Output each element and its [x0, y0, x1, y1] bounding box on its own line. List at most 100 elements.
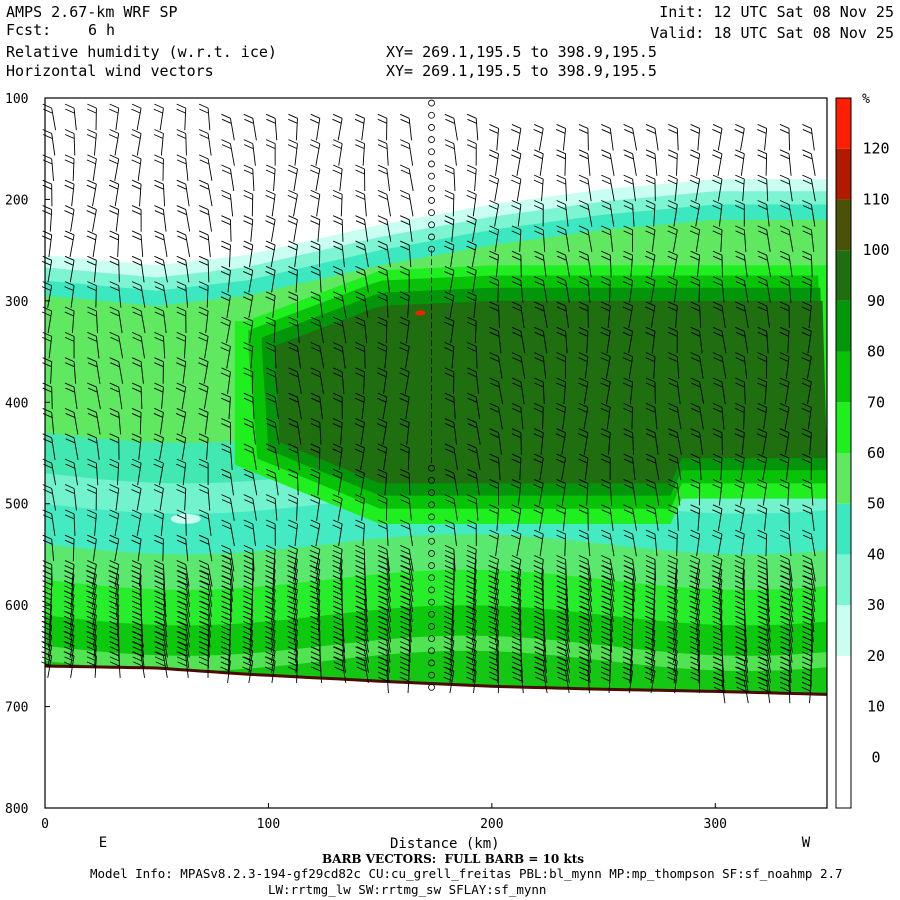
- wind-barb: [802, 529, 816, 557]
- wind-barb: [198, 230, 211, 257]
- wind-barb: [645, 174, 656, 202]
- wind-barb: [175, 408, 187, 435]
- wind-barb: [578, 149, 591, 176]
- wind-barb: [600, 666, 611, 694]
- wind-barb: [109, 458, 120, 486]
- wind-barb: [86, 230, 97, 257]
- wind-barb: [131, 641, 145, 668]
- wind-barb: [400, 585, 414, 612]
- wind-barb: [444, 392, 456, 420]
- wind-barb: [757, 250, 772, 278]
- wind-barb: [601, 225, 614, 252]
- wind-barb: [444, 494, 458, 521]
- wind-barb: [623, 504, 638, 531]
- wind-barb: [176, 205, 191, 232]
- wind-barb: [221, 494, 235, 521]
- wind-barb: [690, 250, 701, 278]
- wind-barb: [489, 326, 502, 354]
- wind-barb: [243, 443, 257, 471]
- wind-barb: [444, 266, 455, 293]
- wind-barb: [578, 402, 589, 430]
- y-tick-label: 500: [5, 498, 28, 513]
- wind-barb: [86, 154, 97, 181]
- wind-barb: [511, 352, 526, 379]
- wind-barb: [198, 580, 213, 607]
- wind-barb: [131, 103, 142, 131]
- wind-barb: [153, 382, 164, 410]
- wind-barb: [802, 575, 816, 602]
- wind-barb: [622, 666, 634, 694]
- wind-barb: [355, 615, 369, 643]
- wind-barb: [265, 367, 278, 394]
- wind-barb: [690, 301, 702, 328]
- wind-barb: [779, 529, 792, 557]
- colorbar-frame: [835, 97, 852, 809]
- calm-wind-marker: [428, 513, 435, 521]
- wind-barb: [198, 357, 209, 384]
- wind-barb: [734, 529, 745, 557]
- wind-barb: [489, 479, 500, 506]
- wind-barb: [756, 479, 768, 506]
- colorbar-tick-label: 120: [862, 140, 889, 158]
- wind-barb: [534, 646, 548, 673]
- wind-barb: [802, 225, 815, 252]
- wind-barb: [578, 250, 592, 278]
- wind-barb: [556, 326, 568, 354]
- y-tick-label: 200: [5, 193, 28, 208]
- wind-barb: [645, 124, 659, 151]
- wind-barb: [578, 666, 590, 694]
- wind-barb: [265, 139, 276, 166]
- x-tick-label: 200: [480, 817, 503, 832]
- wind-barb: [176, 534, 189, 562]
- wind-barb: [400, 189, 414, 217]
- wind-barb: [41, 281, 53, 308]
- wind-barb: [466, 240, 477, 268]
- wind-barb: [578, 428, 589, 455]
- calm-wind-marker: [428, 464, 435, 472]
- wind-barb: [355, 342, 366, 369]
- wind-barb: [689, 200, 701, 227]
- wind-barb: [533, 149, 544, 176]
- wind-barb: [645, 250, 656, 278]
- wind-barb: [154, 331, 166, 359]
- wind-barb: [355, 367, 365, 394]
- wind-barb: [377, 544, 390, 572]
- wind-barb: [444, 164, 456, 192]
- wind-barb: [489, 504, 500, 531]
- valid-time: Valid: 18 UTC Sat 08 Nov 25: [650, 24, 894, 42]
- calm-wind-marker: [428, 550, 435, 557]
- wind-barb: [377, 605, 392, 633]
- wind-barb: [310, 468, 321, 496]
- wind-barb: [86, 179, 97, 207]
- wind-barb: [644, 666, 656, 694]
- wind-barb: [533, 479, 544, 506]
- wind-barb: [108, 179, 120, 207]
- calm-wind-marker: [428, 525, 435, 533]
- wind-barb: [467, 139, 477, 166]
- wind-barb: [243, 342, 254, 369]
- wind-barb: [153, 433, 164, 460]
- wind-barb: [578, 585, 593, 613]
- wind-barb: [221, 189, 234, 217]
- wind-barb: [690, 453, 702, 481]
- wind-barb: [400, 139, 414, 166]
- wind-barb: [42, 179, 53, 207]
- wind-barb: [400, 240, 412, 268]
- wind-barb: [198, 255, 210, 283]
- wind-barb: [712, 676, 726, 704]
- wind-barb: [622, 276, 634, 303]
- wind-barb: [511, 250, 522, 278]
- wind-barb: [220, 342, 231, 369]
- wind-barb: [355, 189, 367, 217]
- wind-barb: [243, 418, 256, 445]
- wind-barb: [332, 113, 343, 141]
- wind-barb: [109, 651, 121, 678]
- wind-barb: [600, 352, 611, 379]
- wind-barb: [712, 174, 723, 202]
- wind-barb: [712, 453, 723, 481]
- wind-barb: [265, 266, 276, 293]
- wind-barb: [668, 326, 678, 354]
- wind-barb: [87, 103, 97, 131]
- wind-barb: [779, 575, 794, 602]
